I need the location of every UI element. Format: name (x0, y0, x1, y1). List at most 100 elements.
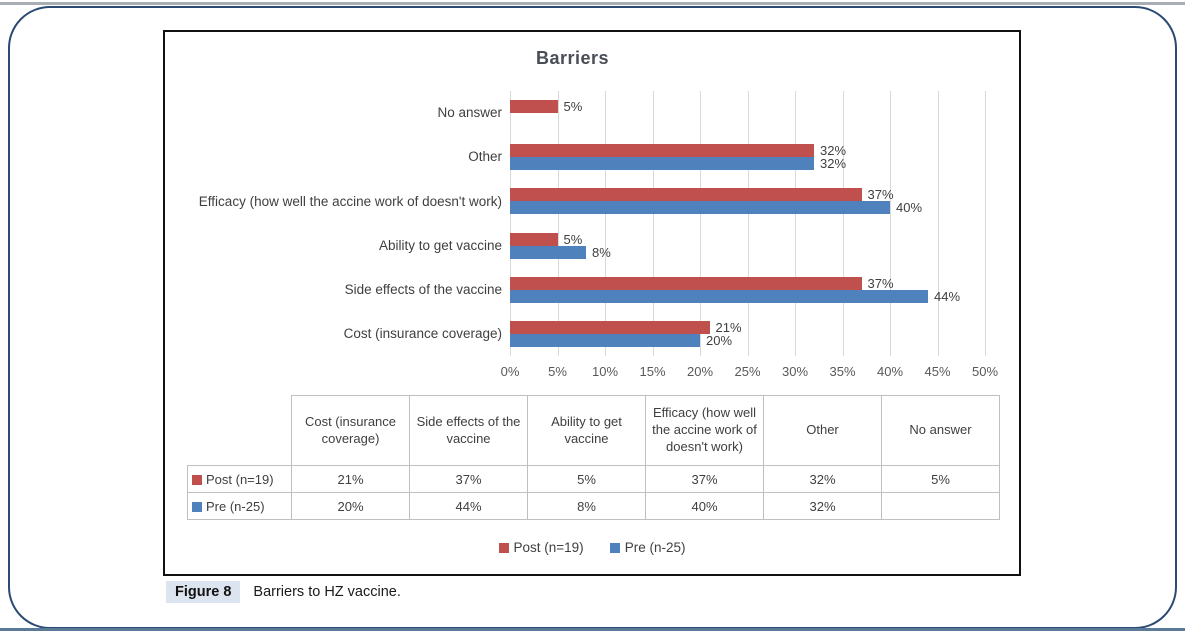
series-marker-icon (498, 542, 509, 553)
category-axis-label: Cost (insurance coverage) (343, 326, 502, 342)
x-axis-tick-label: 45% (924, 364, 951, 379)
x-axis-tick-label: 20% (686, 364, 714, 379)
chart-title: Barriers (535, 48, 610, 68)
x-axis-tick-label: 40% (876, 364, 904, 379)
x-axis-tick-label: 0% (500, 364, 520, 379)
table-header-row: Cost (insurance coverage) Side effects of… (187, 395, 1000, 466)
bar-post (510, 320, 710, 334)
x-axis-tick-label: 30% (781, 364, 809, 379)
figure-caption-text: Barriers to HZ vaccine. (253, 584, 401, 600)
table-header-cell: No answer (881, 395, 1000, 466)
series-marker-icon (609, 542, 620, 553)
bar-value-label: 32% (820, 143, 847, 159)
gridline (652, 91, 654, 356)
series-marker-icon (192, 501, 202, 512)
gridline (605, 91, 606, 356)
bar-value-label: 37% (867, 275, 894, 291)
table-cell: 32% (763, 492, 882, 520)
table-cell: 5% (527, 465, 646, 493)
table-cell: 44% (409, 492, 528, 520)
gridline (985, 91, 986, 356)
legend-item: Pre (n-25) (609, 540, 686, 555)
bar-post (510, 232, 558, 246)
legend-label: Post (n=19) (513, 540, 584, 555)
top-divider (0, 2, 1185, 5)
x-axis-tick-label: 50% (971, 364, 999, 379)
table-cell: 5% (881, 465, 1000, 493)
gridline (890, 91, 891, 356)
bar-pre (510, 201, 890, 215)
category-row: 37% 40% (510, 179, 985, 223)
bar-value-label: 5% (563, 99, 583, 114)
table-row-label: Pre (n-25) (187, 492, 292, 520)
figure-caption: Figure 8 Barriers to HZ vaccine. (166, 581, 401, 603)
table-header-cell: Other (763, 395, 882, 466)
x-axis-tick-label: 10% (591, 364, 619, 379)
bar-value-label: 32% (820, 156, 847, 172)
bottom-divider (0, 628, 1185, 631)
bar-value-label: 37% (867, 187, 894, 203)
table-row: Post (n=19) 21% 37% 5% 37% 32% 5% (187, 465, 1000, 493)
gridline (510, 91, 511, 356)
table-row-label: Post (n=19) (187, 465, 292, 493)
figure-caption-label: Figure 8 (166, 581, 241, 603)
bar-post (510, 276, 862, 290)
bar-post (510, 100, 558, 113)
category-axis-label: No answer (437, 105, 502, 121)
table-cell: 37% (409, 465, 528, 493)
table-corner-cell (187, 395, 292, 466)
bar-value-label: 8% (592, 244, 611, 260)
category-row: 5% 8% (510, 224, 985, 268)
table-head: Cost (insurance coverage) Side effects of… (187, 395, 1000, 466)
gridline (747, 91, 749, 356)
legend-item: Post (n=19) (498, 540, 584, 555)
bar-value-label: 44% (934, 288, 961, 304)
category-axis-label: Other (468, 149, 502, 165)
figure-box: Barriers No answer Other Efficacy (how wel… (163, 30, 1021, 576)
plot-area: 5% 32% 32% 37% 40% 5% 8% 37% 44% 21% 20% (510, 91, 986, 356)
category-labels: No answer Other Efficacy (how well the acc… (175, 91, 502, 356)
table-cell: 37% (645, 465, 764, 493)
category-axis-label: Efficacy (how well the accine work of do… (198, 193, 502, 209)
table-body: Post (n=19) 21% 37% 5% 37% 32% 5% Pre (n-25) 20%… (187, 465, 1000, 520)
gridline (842, 91, 844, 356)
x-axis-tick-label: 5% (548, 364, 567, 379)
gridline (937, 91, 939, 356)
table-header-cell: Efficacy (how well the accine work of do… (645, 395, 764, 466)
table-header-cell: Ability to get vaccine (527, 395, 646, 466)
bar-pre (510, 333, 700, 347)
category-row: 37% 44% (510, 268, 985, 312)
bar-value-label: 20% (706, 332, 733, 348)
bar-value-label: 5% (563, 231, 583, 247)
series-marker-icon (192, 474, 202, 485)
table-cell (881, 492, 1000, 520)
table-cell: 40% (645, 492, 764, 520)
bar-value-label: 40% (896, 200, 923, 216)
category-row: 21% 20% (510, 312, 985, 356)
table-header-cell: Cost (insurance coverage) (291, 395, 410, 466)
x-axis-tick-label: 35% (829, 364, 856, 379)
gridline (557, 91, 559, 356)
table-cell: 32% (763, 465, 882, 493)
bar-pre (510, 289, 928, 303)
gridline (700, 91, 701, 356)
x-axis-tick-label: 15% (639, 364, 666, 379)
bar-post (510, 144, 814, 158)
bar-pre (510, 157, 814, 171)
x-axis-tick-label: 25% (734, 364, 761, 379)
bar-value-label: 21% (715, 319, 742, 335)
category-row: 5% (510, 91, 985, 135)
category-axis-label: Ability to get vaccine (378, 237, 502, 253)
chart-data-table: Cost (insurance coverage) Side effects of… (187, 395, 1000, 520)
chart-legend: Post (n=19) Pre (n-25) (165, 540, 1019, 555)
table-row: Pre (n-25) 20% 44% 8% 40% 32% (187, 492, 1000, 520)
category-axis-label: Side effects of the vaccine (344, 281, 502, 297)
table-header-cell: Side effects of the vaccine (409, 395, 528, 466)
category-row: 32% 32% (510, 135, 985, 179)
legend-label: Pre (n-25) (624, 540, 686, 555)
table-cell: 21% (291, 465, 410, 493)
gridline (795, 91, 796, 356)
bar-post (510, 188, 862, 202)
series-name: Pre (n-25) (206, 498, 265, 514)
